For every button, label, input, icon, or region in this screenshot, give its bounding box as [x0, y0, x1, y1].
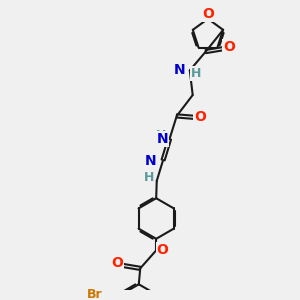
Text: N: N — [145, 154, 157, 168]
Text: Br: Br — [87, 288, 103, 300]
Text: H: H — [143, 171, 154, 184]
Text: N: N — [174, 63, 185, 77]
Text: O: O — [202, 7, 214, 21]
Text: H: H — [156, 129, 167, 142]
Text: O: O — [195, 110, 206, 124]
Text: O: O — [157, 243, 169, 257]
Text: O: O — [111, 256, 123, 270]
Text: H: H — [191, 67, 201, 80]
Text: O: O — [223, 40, 235, 54]
Text: N: N — [156, 132, 168, 146]
